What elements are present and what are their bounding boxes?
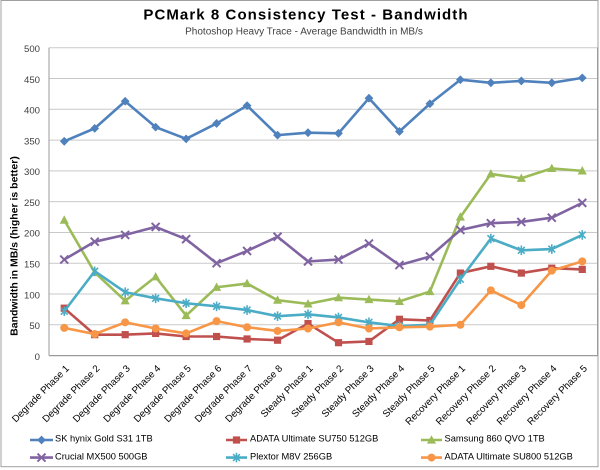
svg-text:0: 0 [35,352,40,363]
svg-text:450: 450 [24,75,40,86]
svg-text:ADATA Ultimate SU800 512GB: ADATA Ultimate SU800 512GB [445,451,573,461]
svg-text:Bandwidth in MB/s (higher is b: Bandwidth in MB/s (higher is better) [9,156,21,336]
svg-text:Plextor M8V 256GB: Plextor M8V 256GB [250,451,332,461]
svg-text:350: 350 [24,136,40,147]
svg-text:100: 100 [24,290,40,301]
svg-text:Samsung 860 QVO 1TB: Samsung 860 QVO 1TB [445,434,545,444]
svg-text:50: 50 [29,321,40,332]
svg-text:ADATA Ultimate SU750 512GB: ADATA Ultimate SU750 512GB [250,434,378,444]
svg-text:200: 200 [24,229,40,240]
svg-text:500: 500 [24,44,40,55]
svg-text:Photoshop Heavy Trace - Averag: Photoshop Heavy Trace - Average Bandwidt… [185,26,423,37]
svg-text:300: 300 [24,167,40,178]
svg-text:400: 400 [24,106,40,117]
svg-text:150: 150 [24,260,40,271]
svg-text:Crucial MX500 500GB: Crucial MX500 500GB [55,451,148,461]
svg-text:PCMark 8 Consistency Test - Ba: PCMark 8 Consistency Test - Bandwidth [143,6,468,23]
svg-text:250: 250 [24,198,40,209]
svg-text:SK hynix Gold S31 1TB: SK hynix Gold S31 1TB [55,434,153,444]
